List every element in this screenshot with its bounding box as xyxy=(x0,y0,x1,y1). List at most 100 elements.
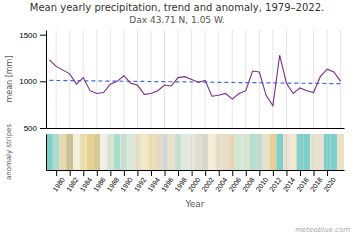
grid-line xyxy=(313,134,314,170)
axis-line xyxy=(46,31,47,129)
tick-label: 2020 xyxy=(322,176,337,193)
bar xyxy=(337,134,344,170)
bar xyxy=(121,134,128,170)
tick-mark xyxy=(151,170,152,176)
grid-line xyxy=(69,134,70,170)
tick-mark xyxy=(259,170,260,176)
tick-mark xyxy=(205,170,206,176)
grid xyxy=(56,134,327,170)
bar xyxy=(290,134,297,170)
grid-line xyxy=(110,30,111,128)
bar xyxy=(148,134,155,170)
tick-label: 1980 xyxy=(51,176,66,193)
bar xyxy=(249,134,256,170)
bar xyxy=(46,134,53,170)
tick-mark xyxy=(192,170,193,176)
tick: 1986 xyxy=(92,170,107,193)
grid-line xyxy=(150,134,151,170)
tick-label: 2016 xyxy=(295,176,310,193)
tick-mark xyxy=(165,170,166,176)
grid-line xyxy=(327,30,328,128)
tick: 500 xyxy=(24,124,46,133)
tick-label: 1996 xyxy=(160,176,175,193)
grid-line xyxy=(191,134,192,170)
grid-line xyxy=(150,30,151,128)
tick-label: 2014 xyxy=(282,176,297,193)
grid-line xyxy=(272,30,273,128)
tick-mark xyxy=(40,81,46,82)
tick-mark xyxy=(137,170,138,176)
grid-line xyxy=(218,30,219,128)
grid-line xyxy=(69,30,70,128)
bar xyxy=(168,134,175,170)
grid-line xyxy=(123,30,124,128)
grid-line xyxy=(313,30,314,128)
bar xyxy=(80,134,87,170)
tick: 2016 xyxy=(295,170,310,193)
plot-area xyxy=(46,134,344,170)
bar xyxy=(242,134,249,170)
tick-label: 1994 xyxy=(146,176,161,193)
grid-line xyxy=(340,30,341,128)
grid-line xyxy=(232,30,233,128)
tick: 1500 xyxy=(19,31,46,40)
tick: 2006 xyxy=(228,170,243,193)
grid-line xyxy=(137,30,138,128)
grid-line xyxy=(259,134,260,170)
tick-mark xyxy=(97,170,98,176)
tick: 2008 xyxy=(241,170,256,193)
tick: 2014 xyxy=(282,170,297,193)
y-axis-label: mean [mm] xyxy=(5,55,14,102)
tick: 2020 xyxy=(322,170,337,193)
grid-line xyxy=(232,134,233,170)
bar xyxy=(175,134,182,170)
tick-label: 2004 xyxy=(214,176,229,193)
grid-line xyxy=(218,134,219,170)
grid-line xyxy=(286,30,287,128)
grid-line xyxy=(299,134,300,170)
bar xyxy=(181,134,188,170)
bar xyxy=(283,134,290,170)
grid-line xyxy=(205,30,206,128)
tick-mark xyxy=(232,170,233,176)
tick: 1996 xyxy=(160,170,175,193)
tick-label: 2002 xyxy=(200,176,215,193)
chart: Mean yearly precipitation, trend and ano… xyxy=(0,0,354,236)
tick-label: 1986 xyxy=(92,176,107,193)
bar xyxy=(188,134,195,170)
tick: 1000 xyxy=(19,77,46,86)
grid-line xyxy=(178,30,179,128)
axis-line xyxy=(46,135,47,171)
grid-line xyxy=(137,134,138,170)
bar xyxy=(297,134,304,170)
tick-mark xyxy=(83,170,84,176)
grid-line xyxy=(299,30,300,128)
axis: 1980198219841986198819901992199419961998… xyxy=(47,170,345,193)
grid-line xyxy=(272,134,273,170)
tick: 1990 xyxy=(119,170,134,193)
grid-line xyxy=(286,134,287,170)
bar xyxy=(276,134,283,170)
tick-mark xyxy=(300,170,301,176)
tick: 1982 xyxy=(65,170,80,193)
axis-line xyxy=(47,170,345,171)
bar xyxy=(134,134,141,170)
bar xyxy=(236,134,243,170)
grid-line xyxy=(123,134,124,170)
bar xyxy=(256,134,263,170)
grid-line xyxy=(178,134,179,170)
tick-mark xyxy=(314,170,315,176)
tick-label: 1000 xyxy=(19,77,37,86)
tick-label: 1500 xyxy=(19,31,37,40)
tick: 1980 xyxy=(51,170,66,193)
grid-line xyxy=(110,134,111,170)
tick-label: 1982 xyxy=(65,176,80,193)
tick-mark xyxy=(178,170,179,176)
axis xyxy=(47,128,345,129)
tick-label: 1998 xyxy=(173,176,188,193)
tick-label: 2010 xyxy=(255,176,270,193)
bar xyxy=(154,134,161,170)
tick-label: 2008 xyxy=(241,176,256,193)
tick-mark xyxy=(246,170,247,176)
grid-line xyxy=(56,134,57,170)
